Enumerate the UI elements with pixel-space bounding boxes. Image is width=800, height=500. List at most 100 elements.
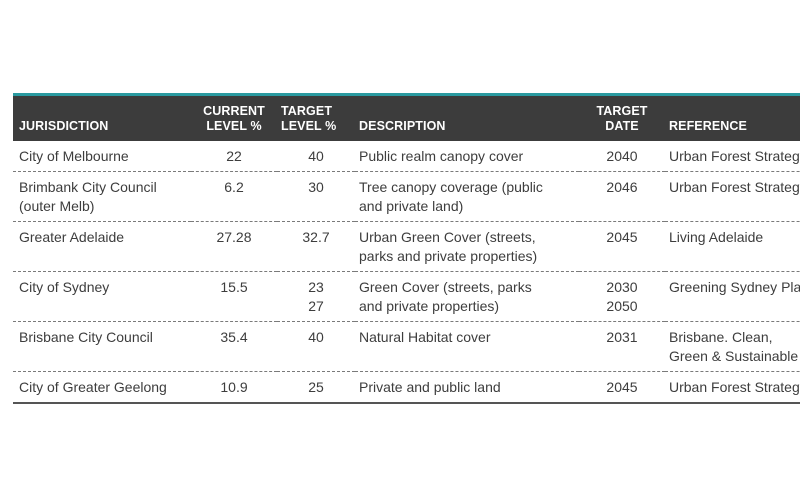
cell-target-level: 32.7 bbox=[277, 222, 355, 272]
cell-current-level-line1: 10.9 bbox=[220, 379, 248, 395]
cell-target-level-line1: 23 bbox=[308, 279, 324, 295]
cell-current-level-line1: 15.5 bbox=[220, 279, 248, 295]
cell-description-line2: and private land) bbox=[359, 198, 464, 214]
cell-jurisdiction-line1: Greater Adelaide bbox=[19, 229, 125, 245]
cell-jurisdiction: City of Melbourne bbox=[13, 141, 191, 172]
table-row: Greater Adelaide 27.28 32.7 Urban Green Cov… bbox=[13, 222, 800, 272]
cell-reference: Greening Sydney Plan bbox=[665, 272, 800, 322]
header-description-label: DESCRIPTION bbox=[359, 119, 446, 133]
header-target-date-line1: TARGET bbox=[596, 104, 648, 118]
cell-description-line2: and private properties) bbox=[359, 298, 500, 314]
cell-current-level: 22 bbox=[191, 141, 277, 172]
cell-reference: Living Adelaide bbox=[665, 222, 800, 272]
cell-jurisdiction-line1: Brisbane City Council bbox=[19, 329, 153, 345]
cell-target-level: 40 bbox=[277, 322, 355, 372]
header-target-level: TARGET LEVEL % bbox=[277, 95, 355, 142]
cell-target-date-line1: 2045 bbox=[606, 379, 638, 395]
cell-description: Green Cover (streets, parks and private p… bbox=[355, 272, 579, 322]
cell-jurisdiction: Brimbank City Council (outer Melb) bbox=[13, 172, 191, 222]
header-target-level-line1: TARGET bbox=[281, 104, 333, 118]
cell-reference-line1: Urban Forest Strategy bbox=[669, 379, 800, 395]
cell-current-level: 15.5 bbox=[191, 272, 277, 322]
cell-target-level-line1: 25 bbox=[308, 379, 324, 395]
cell-target-date: 2045 bbox=[579, 372, 665, 404]
cell-description-line1: Natural Habitat cover bbox=[359, 329, 491, 345]
header-target-date-line2: DATE bbox=[605, 119, 639, 133]
cell-reference-line2: Green & Sustainable bbox=[669, 348, 799, 364]
cell-reference-line1: Urban Forest Strategy bbox=[669, 179, 800, 195]
cell-description-line1: Public realm canopy cover bbox=[359, 148, 524, 164]
table-row: Brimbank City Council (outer Melb) 6.2 30 Tr… bbox=[13, 172, 800, 222]
cell-reference: Urban Forest Strategy bbox=[665, 141, 800, 172]
cell-description: Private and public land bbox=[355, 372, 579, 404]
canopy-targets-table-container: JURISDICTION CURRENT LEVEL % TARGET LEVE… bbox=[13, 93, 800, 404]
cell-current-level-line1: 35.4 bbox=[220, 329, 248, 345]
table-row: Brisbane City Council 35.4 40 Natural Habit… bbox=[13, 322, 800, 372]
cell-target-level-line1: 32.7 bbox=[302, 229, 330, 245]
cell-reference: Urban Forest Strategy bbox=[665, 372, 800, 404]
table-row: City of Sydney 15.5 23 27 Green Cover (stree… bbox=[13, 272, 800, 322]
cell-target-level: 30 bbox=[277, 172, 355, 222]
cell-target-date-line1: 2031 bbox=[606, 329, 638, 345]
header-jurisdiction-label: JURISDICTION bbox=[19, 119, 109, 133]
cell-reference-line1: Urban Forest Strategy bbox=[669, 148, 800, 164]
header-jurisdiction: JURISDICTION bbox=[13, 95, 191, 142]
cell-jurisdiction-line1: City of Melbourne bbox=[19, 148, 129, 164]
cell-target-date-line1: 2030 bbox=[606, 279, 638, 295]
header-target-level-line2: LEVEL % bbox=[281, 119, 337, 133]
header-row: JURISDICTION CURRENT LEVEL % TARGET LEVE… bbox=[13, 94, 800, 142]
cell-jurisdiction-line1: City of Sydney bbox=[19, 279, 110, 295]
header-reference: REFERENCE bbox=[665, 95, 800, 142]
cell-reference: Brisbane. Clean, Green & Sustainable bbox=[665, 322, 800, 372]
cell-current-level: 35.4 bbox=[191, 322, 277, 372]
cell-jurisdiction: City of Greater Geelong bbox=[13, 372, 191, 404]
cell-target-level: 23 27 bbox=[277, 272, 355, 322]
cell-reference: Urban Forest Strategy bbox=[665, 172, 800, 222]
cell-target-level: 25 bbox=[277, 372, 355, 404]
cell-target-level-line1: 30 bbox=[308, 179, 324, 195]
cell-current-level-line1: 22 bbox=[226, 148, 242, 164]
cell-reference-line1: Living Adelaide bbox=[669, 229, 764, 245]
header-current-level-line1: CURRENT bbox=[203, 104, 265, 118]
cell-description: Public realm canopy cover bbox=[355, 141, 579, 172]
cell-current-level-line1: 27.28 bbox=[216, 229, 252, 245]
table-row: City of Greater Geelong 10.9 25 Private and… bbox=[13, 372, 800, 404]
cell-target-date-line2: 2050 bbox=[606, 298, 638, 314]
cell-target-date: 2040 bbox=[579, 141, 665, 172]
cell-jurisdiction: Greater Adelaide bbox=[13, 222, 191, 272]
header-reference-label: REFERENCE bbox=[669, 119, 747, 133]
cell-description-line1: Private and public land bbox=[359, 379, 501, 395]
cell-reference-line1: Greening Sydney Plan bbox=[669, 279, 800, 295]
table-header: JURISDICTION CURRENT LEVEL % TARGET LEVE… bbox=[13, 94, 800, 142]
cell-jurisdiction: Brisbane City Council bbox=[13, 322, 191, 372]
cell-current-level: 6.2 bbox=[191, 172, 277, 222]
cell-current-level: 10.9 bbox=[191, 372, 277, 404]
cell-target-date: 2046 bbox=[579, 172, 665, 222]
cell-target-date-line1: 2045 bbox=[606, 229, 638, 245]
cell-current-level-line1: 6.2 bbox=[224, 179, 244, 195]
header-target-date: TARGET DATE bbox=[579, 95, 665, 142]
cell-jurisdiction-line2: (outer Melb) bbox=[19, 198, 95, 214]
cell-description: Natural Habitat cover bbox=[355, 322, 579, 372]
cell-current-level: 27.28 bbox=[191, 222, 277, 272]
header-current-level-line2: LEVEL % bbox=[206, 119, 262, 133]
header-description: DESCRIPTION bbox=[355, 95, 579, 142]
cell-description: Urban Green Cover (streets, parks and pri… bbox=[355, 222, 579, 272]
cell-jurisdiction: City of Sydney bbox=[13, 272, 191, 322]
table-body: City of Melbourne 22 40 Public realm canopy… bbox=[13, 141, 800, 403]
cell-reference-line1: Brisbane. Clean, bbox=[669, 329, 773, 345]
cell-description: Tree canopy coverage (public and private … bbox=[355, 172, 579, 222]
cell-jurisdiction-line1: City of Greater Geelong bbox=[19, 379, 167, 395]
table-row: City of Melbourne 22 40 Public realm canopy… bbox=[13, 141, 800, 172]
canopy-targets-table: JURISDICTION CURRENT LEVEL % TARGET LEVE… bbox=[13, 93, 800, 404]
cell-target-date: 2031 bbox=[579, 322, 665, 372]
cell-target-date-line1: 2046 bbox=[606, 179, 638, 195]
cell-target-level: 40 bbox=[277, 141, 355, 172]
cell-target-date: 2030 2050 bbox=[579, 272, 665, 322]
cell-description-line1: Urban Green Cover (streets, bbox=[359, 229, 536, 245]
cell-target-date: 2045 bbox=[579, 222, 665, 272]
cell-target-date-line1: 2040 bbox=[606, 148, 638, 164]
cell-description-line1: Green Cover (streets, parks bbox=[359, 279, 532, 295]
cell-target-level-line1: 40 bbox=[308, 148, 324, 164]
cell-jurisdiction-line1: Brimbank City Council bbox=[19, 179, 157, 195]
